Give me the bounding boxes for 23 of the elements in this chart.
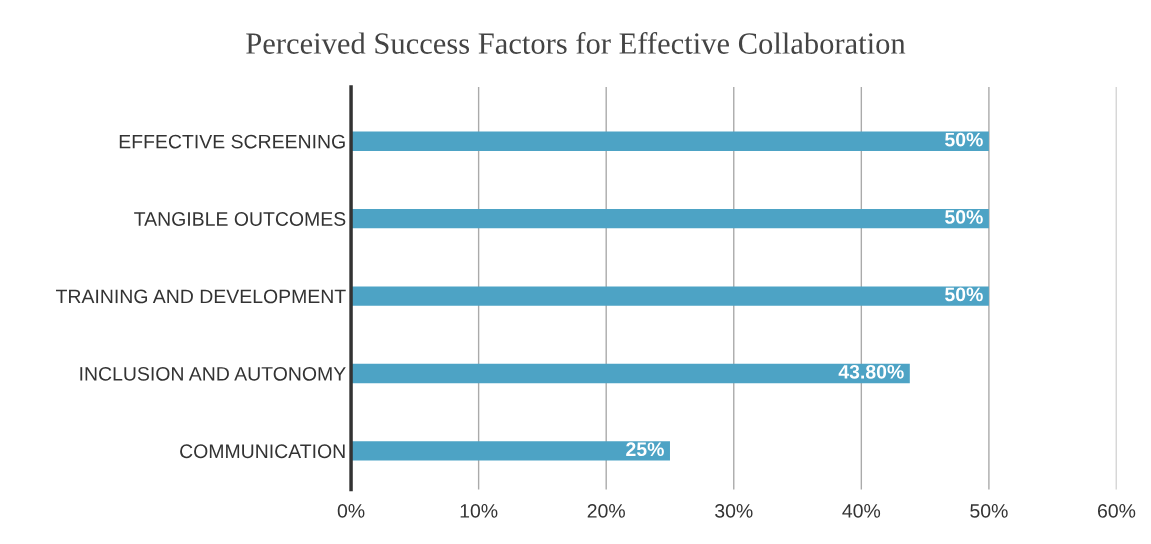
chart-title: Perceived Success Factors for Effective Collaboration [246,32,906,54]
x-tick-label: 60% [1098,504,1136,518]
y-tick-label: INCLUSION AND AUTONOMY [80,366,346,381]
y-tick-label: TANGIBLE OUTCOMES [134,212,346,226]
bar [351,286,989,306]
y-tick-label: EFFECTIVE SCREENING [119,134,345,149]
data-label: 50% [945,210,983,224]
x-tick-label: 30% [715,504,753,518]
x-tick-label: 20% [587,504,625,518]
x-tick-label: 0% [337,504,365,518]
bar [351,441,670,461]
bar [351,131,989,151]
x-tick-label: 10% [460,504,498,518]
y-tick-label: TRAINING AND DEVELOPMENT [55,289,346,304]
data-label: 43.80% [838,364,904,379]
y-tick-label: COMMUNICATION [180,444,345,459]
bar [351,363,910,384]
data-label: 50% [945,287,983,302]
data-label: 50% [945,132,983,147]
x-tick-label: 50% [970,504,1008,518]
data-label: 25% [626,442,664,457]
x-tick-label: 40% [842,504,881,518]
bar [351,208,989,229]
